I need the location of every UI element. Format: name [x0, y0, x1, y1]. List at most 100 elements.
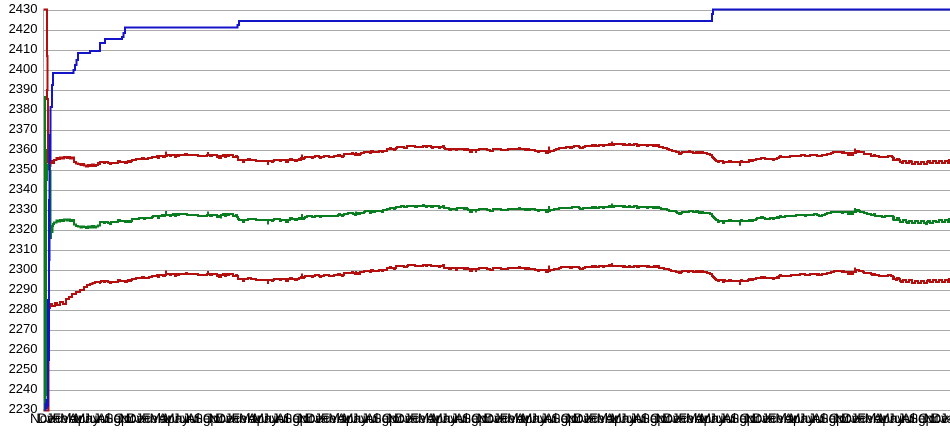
svg-text:Dec: Dec — [127, 411, 151, 426]
svg-text:May: May — [879, 411, 905, 426]
svg-text:Feb: Feb — [500, 411, 523, 426]
svg-text:Dec: Dec — [842, 411, 866, 426]
svg-text:Mar: Mar — [507, 411, 531, 426]
svg-text:Aug: Aug — [276, 411, 300, 426]
svg-text:2420: 2420 — [9, 21, 38, 36]
svg-text:2410: 2410 — [9, 41, 38, 56]
svg-text:Jul: Jul — [361, 411, 378, 426]
svg-text:Aug: Aug — [902, 411, 926, 426]
svg-text:Jun: Jun — [620, 411, 642, 426]
svg-text:Feb: Feb — [857, 411, 880, 426]
svg-text:May: May — [342, 411, 368, 426]
svg-text:Jan: Jan — [851, 411, 873, 426]
svg-text:Feb: Feb — [142, 411, 165, 426]
svg-text:Nov: Nov — [566, 411, 590, 426]
svg-text:Mar: Mar — [597, 411, 621, 426]
svg-text:Oct: Oct — [739, 411, 760, 426]
svg-text:Jan: Jan — [761, 411, 783, 426]
svg-text:Jun: Jun — [173, 411, 195, 426]
svg-text:Jan: Jan — [135, 411, 157, 426]
svg-text:Oct: Oct — [650, 411, 671, 426]
svg-text:Jul: Jul — [540, 411, 557, 426]
svg-text:Apr: Apr — [337, 411, 359, 426]
svg-text:Jul: Jul — [719, 411, 736, 426]
svg-text:Apr: Apr — [248, 411, 270, 426]
svg-text:Aug: Aug — [723, 411, 747, 426]
svg-text:May: May — [700, 411, 726, 426]
svg-text:2250: 2250 — [9, 361, 38, 376]
svg-text:Jun: Jun — [799, 411, 821, 426]
svg-text:Jul: Jul — [451, 411, 468, 426]
svg-text:Nov: Nov — [477, 411, 501, 426]
svg-text:2330: 2330 — [9, 201, 38, 216]
svg-text:2290: 2290 — [9, 281, 38, 296]
svg-text:Jun: Jun — [352, 411, 374, 426]
svg-text:Dec: Dec — [484, 411, 508, 426]
svg-text:May: May — [432, 411, 458, 426]
svg-text:2390: 2390 — [9, 81, 38, 96]
svg-text:Oct: Oct — [829, 411, 850, 426]
svg-text:Jun: Jun — [530, 411, 552, 426]
svg-text:Dec: Dec — [931, 411, 950, 426]
svg-text:Feb: Feb — [53, 411, 76, 426]
svg-text:Jun: Jun — [441, 411, 463, 426]
svg-text:Dec: Dec — [37, 411, 61, 426]
svg-text:Sep: Sep — [104, 411, 128, 426]
svg-text:2280: 2280 — [9, 301, 38, 316]
svg-text:May: May — [74, 411, 100, 426]
svg-text:Apr: Apr — [426, 411, 448, 426]
svg-text:Nov: Nov — [30, 411, 54, 426]
svg-text:2360: 2360 — [9, 141, 38, 156]
svg-text:Sep: Sep — [194, 411, 218, 426]
svg-text:2380: 2380 — [9, 101, 38, 116]
svg-text:Mar: Mar — [865, 411, 889, 426]
svg-text:Dec: Dec — [395, 411, 419, 426]
svg-text:Aug: Aug — [365, 411, 389, 426]
svg-text:Jun: Jun — [83, 411, 105, 426]
svg-text:2240: 2240 — [9, 381, 38, 396]
svg-text:Nov: Nov — [835, 411, 859, 426]
svg-text:Aug: Aug — [97, 411, 121, 426]
svg-text:Sep: Sep — [909, 411, 933, 426]
svg-text:Feb: Feb — [410, 411, 433, 426]
svg-text:Mar: Mar — [328, 411, 352, 426]
svg-text:Oct: Oct — [918, 411, 939, 426]
svg-text:Mar: Mar — [775, 411, 799, 426]
svg-text:Mar: Mar — [150, 411, 174, 426]
svg-text:Oct: Oct — [471, 411, 492, 426]
svg-text:Sep: Sep — [373, 411, 397, 426]
svg-text:Jul: Jul — [629, 411, 646, 426]
svg-text:Mar: Mar — [418, 411, 442, 426]
svg-text:May: May — [163, 411, 189, 426]
svg-text:Dec: Dec — [306, 411, 330, 426]
svg-text:Dec: Dec — [753, 411, 777, 426]
svg-text:May: May — [521, 411, 547, 426]
svg-text:Jul: Jul — [182, 411, 199, 426]
svg-text:Nov: Nov — [924, 411, 948, 426]
svg-text:Sep: Sep — [283, 411, 307, 426]
svg-text:Sep: Sep — [730, 411, 754, 426]
svg-text:Apr: Apr — [605, 411, 627, 426]
svg-text:Nov: Nov — [388, 411, 412, 426]
svg-text:May: May — [610, 411, 636, 426]
svg-text:Mar: Mar — [60, 411, 84, 426]
svg-text:Dec: Dec — [216, 411, 240, 426]
svg-text:Sep: Sep — [462, 411, 486, 426]
svg-text:May: May — [789, 411, 815, 426]
svg-text:Nov: Nov — [209, 411, 233, 426]
svg-text:Jan: Jan — [940, 411, 950, 426]
svg-text:2230: 2230 — [9, 401, 38, 416]
svg-text:Apr: Apr — [695, 411, 717, 426]
svg-text:Oct: Oct — [292, 411, 313, 426]
svg-text:Aug: Aug — [455, 411, 479, 426]
svg-text:Apr: Apr — [784, 411, 806, 426]
svg-text:2300: 2300 — [9, 261, 38, 276]
svg-text:Jul: Jul — [898, 411, 915, 426]
svg-text:2260: 2260 — [9, 341, 38, 356]
svg-text:Jan: Jan — [672, 411, 694, 426]
svg-text:Jan: Jan — [46, 411, 68, 426]
svg-text:Jan: Jan — [493, 411, 515, 426]
svg-text:Aug: Aug — [186, 411, 210, 426]
svg-text:Dec: Dec — [574, 411, 598, 426]
svg-text:Sep: Sep — [551, 411, 575, 426]
